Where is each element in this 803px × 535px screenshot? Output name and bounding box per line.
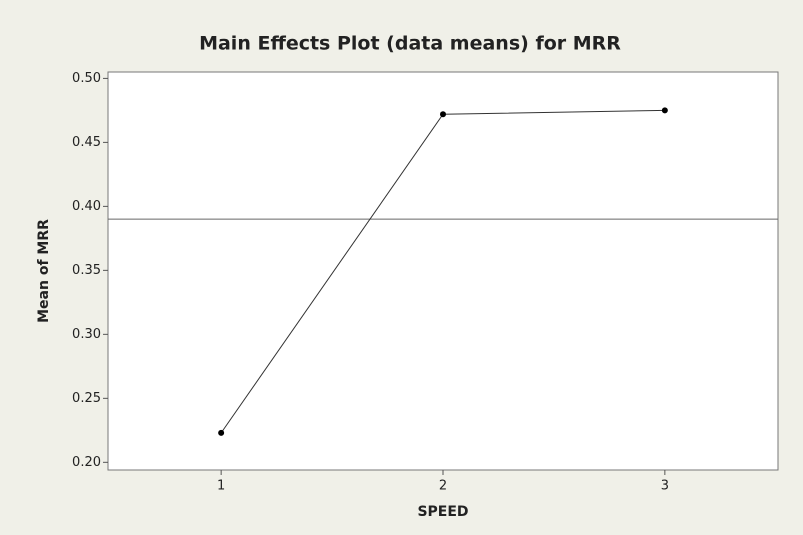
x-tick-label: 2 [439,479,447,494]
point [661,107,668,114]
y-tick-label: 0.35 [72,263,101,278]
y-axis-label: Mean of MRR [36,219,52,323]
y-tick-label: 0.20 [72,455,101,470]
x-tick-label: 1 [217,479,225,494]
y-tick-label: 0.25 [72,391,101,406]
y-tick-label: 0.40 [72,199,101,214]
x-axis-label: SPEED [417,504,468,520]
y-tick-label: 0.45 [72,135,101,150]
plot-area [107,71,779,471]
chart-title: Main Effects Plot (data means) for MRR [199,33,621,55]
x-tick-label: 3 [661,479,669,494]
point [440,111,446,118]
point [218,429,225,436]
y-tick-label: 0.50 [72,71,101,86]
y-tick-label: 0.30 [72,327,101,342]
